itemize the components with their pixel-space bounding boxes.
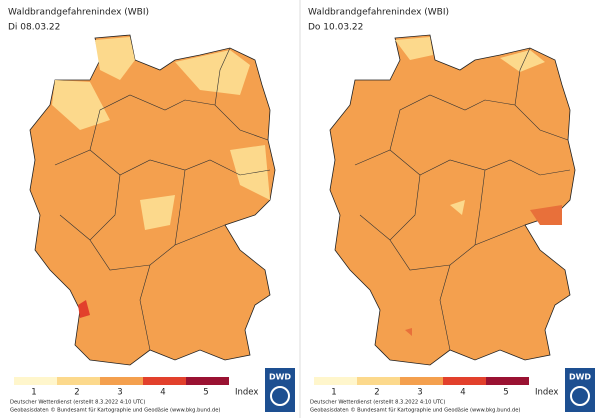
legend-label: 2 — [374, 388, 379, 398]
state-border — [214, 47, 231, 106]
map-date: Di 08.03.22 — [8, 23, 60, 33]
legend-swatch — [100, 377, 143, 385]
panel: Waldbrandgefahrenindex (WBI) Do 10.03.22 1… — [308, 8, 595, 414]
legend-label: 5 — [203, 388, 208, 398]
state-border — [174, 169, 186, 246]
low-risk-area — [230, 145, 270, 200]
country-shape — [329, 34, 576, 366]
state-border — [514, 47, 531, 106]
legend-label: 3 — [117, 388, 122, 398]
logo-swirl — [570, 386, 590, 406]
legend-label: 1 — [31, 388, 36, 398]
legend-label: 5 — [503, 388, 508, 398]
credit: Deutscher Wetterdienst (erstellt 8.3.202… — [310, 400, 445, 406]
legend-swatch — [143, 377, 186, 385]
low-risk-area — [140, 195, 175, 230]
logo-text: DWD — [269, 373, 291, 382]
low-risk-area — [95, 37, 135, 80]
map-title: Waldbrandgefahrenindex (WBI) — [308, 8, 449, 18]
map — [329, 34, 576, 366]
dwd-logo: DWD — [565, 368, 595, 412]
high-risk-area — [405, 328, 412, 336]
legend-label: 3 — [417, 388, 422, 398]
legend-unit: Index — [235, 388, 258, 398]
legend-swatch — [57, 377, 100, 385]
logo-swirl — [270, 386, 290, 406]
high-risk-area — [530, 205, 562, 225]
legend-swatch — [314, 377, 357, 385]
legend-label: 4 — [160, 388, 165, 398]
credit: Deutscher Wetterdienst (erstellt 8.3.202… — [10, 400, 145, 406]
low-risk-area — [52, 80, 110, 130]
low-risk-area — [450, 200, 465, 215]
legend-label: 1 — [331, 388, 336, 398]
map-date: Do 10.03.22 — [308, 23, 363, 33]
geodata-credit: Geobasisdaten © Bundesamt für Kartograph… — [310, 407, 520, 414]
state-border — [389, 94, 569, 151]
panel: Waldbrandgefahrenindex (WBI) Di 08.03.22 1… — [8, 8, 295, 414]
map-title: Waldbrandgefahrenindex (WBI) — [8, 8, 149, 18]
state-border — [89, 94, 269, 151]
high-risk-area — [78, 300, 90, 318]
legend-swatch — [14, 377, 57, 385]
legend-unit: Index — [535, 388, 558, 398]
legend-swatch — [443, 377, 486, 385]
state-border — [354, 149, 571, 176]
legend-label: 4 — [460, 388, 465, 398]
state-border — [54, 149, 271, 176]
legend-swatch — [486, 377, 529, 385]
logo-text: DWD — [569, 373, 591, 382]
map — [29, 34, 276, 366]
state-border — [439, 264, 451, 351]
state-border — [474, 169, 486, 246]
low-risk-area — [175, 50, 250, 95]
state-border — [359, 214, 391, 241]
legend: 1 2 3 4 5 Index — [314, 377, 558, 398]
low-risk-area — [500, 50, 545, 72]
low-risk-area — [395, 37, 433, 60]
legend-label: 2 — [74, 388, 79, 398]
legend-swatch — [400, 377, 443, 385]
state-border — [59, 214, 91, 241]
legend-swatch — [186, 377, 229, 385]
legend-swatch — [357, 377, 400, 385]
legend: 1 2 3 4 5 Index — [14, 377, 258, 398]
dwd-logo: DWD — [265, 368, 295, 412]
geodata-credit: Geobasisdaten © Bundesamt für Kartograph… — [10, 407, 220, 414]
state-border — [139, 264, 151, 351]
